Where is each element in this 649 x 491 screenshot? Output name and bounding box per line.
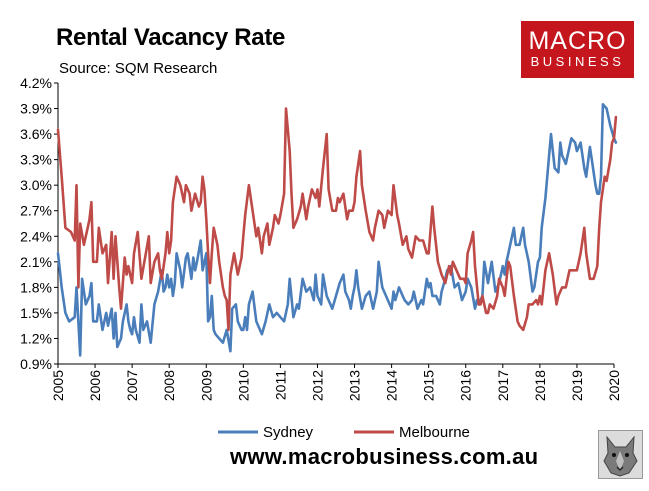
legend-label-sydney: Sydney (263, 424, 314, 441)
y-tick-label: 3.9% (20, 101, 52, 117)
x-tick-label: 2008 (161, 370, 177, 401)
wolf-mascot-icon (598, 430, 643, 479)
x-tick-label: 2018 (532, 370, 548, 401)
logo-line-1: MACRO (528, 27, 627, 55)
x-tick-label: 2006 (87, 370, 103, 401)
x-tick-label: 2005 (50, 370, 66, 401)
y-tick-label: 2.4% (20, 228, 52, 244)
y-tick-label: 3.3% (20, 152, 52, 168)
y-tick-label: 1.8% (20, 279, 52, 295)
y-tick-label: 2.1% (20, 254, 52, 270)
y-tick-label: 0.9% (20, 356, 52, 372)
x-tick-label: 2007 (124, 370, 140, 401)
x-tick-label: 2010 (235, 370, 251, 401)
x-tick-label: 2015 (421, 370, 437, 401)
y-tick-label: 2.7% (20, 203, 52, 219)
series-line-sydney (56, 103, 618, 357)
y-tick-label: 3.0% (20, 177, 52, 193)
chart-subtitle: Source: SQM Research (59, 60, 218, 77)
series-line-melbourne (56, 107, 618, 332)
x-tick-label: 2009 (198, 370, 214, 401)
y-tick-label: 4.2% (20, 75, 52, 91)
y-tick-label: 1.2% (20, 330, 52, 346)
chart-title: Rental Vacancy Rate (56, 24, 286, 51)
x-tick-label: 2020 (606, 370, 622, 401)
x-tick-label: 2013 (347, 370, 363, 401)
y-tick-label: 3.6% (20, 126, 52, 142)
y-tick-label: 1.5% (20, 305, 52, 321)
x-tick-label: 2012 (309, 370, 325, 401)
x-tick-label: 2011 (272, 370, 288, 400)
legend-label-melbourne: Melbourne (399, 424, 470, 441)
chart-series (56, 103, 618, 357)
logo-line-2: BUSINESS (530, 54, 625, 69)
x-tick-label: 2019 (569, 370, 585, 401)
x-tick-label: 2014 (384, 370, 400, 401)
macrobusiness-logo[interactable]: MACRO BUSINESS (521, 21, 634, 78)
chart-legend: Sydney Melbourne (218, 424, 470, 441)
x-tick-label: 2017 (495, 370, 511, 401)
website-url[interactable]: www.macrobusiness.com.au (230, 444, 539, 469)
x-tick-label: 2016 (458, 370, 474, 401)
